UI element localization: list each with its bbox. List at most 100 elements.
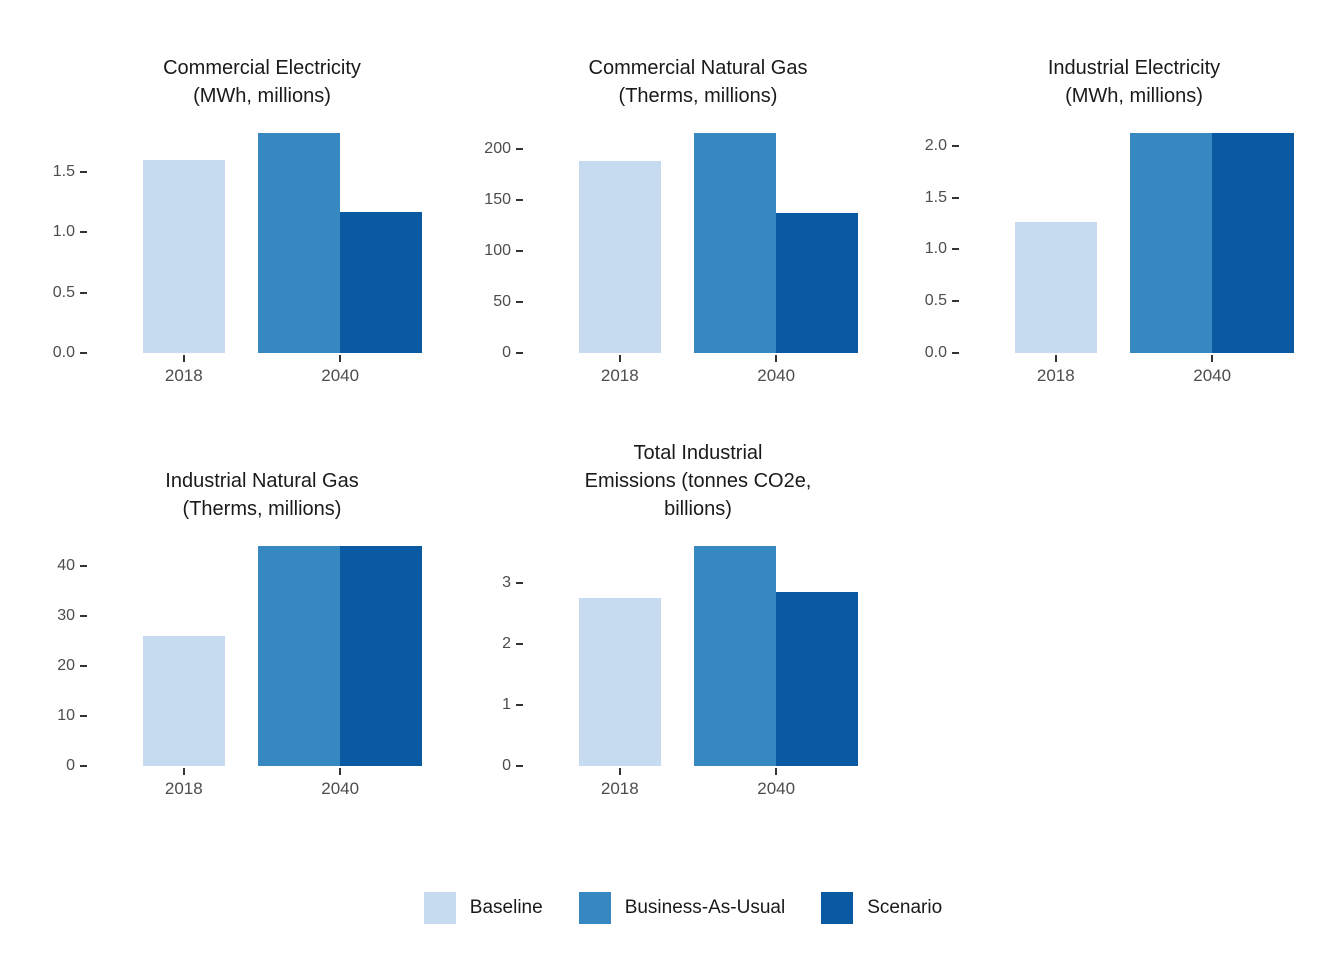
y-tick-label: 20 bbox=[57, 657, 75, 674]
y-axis: 0 50 100 150 200 bbox=[458, 122, 526, 361]
facet-title-line: Total Industrial bbox=[633, 442, 763, 464]
x-axis: 2018 2040 bbox=[526, 353, 870, 397]
y-tick-label: 100 bbox=[484, 241, 511, 259]
facet-title: Commercial Electricity (MWh, millions) bbox=[90, 28, 434, 110]
y-tick bbox=[80, 565, 87, 567]
bar-business-as-usual-2040 bbox=[694, 133, 777, 353]
bar-business-as-usual-2040 bbox=[1130, 133, 1213, 353]
y-tick bbox=[516, 765, 523, 767]
bar-scenario-2040 bbox=[1212, 133, 1295, 353]
facet-title-line: billions) bbox=[664, 498, 732, 520]
bar-scenario-2040 bbox=[776, 212, 859, 353]
y-tick bbox=[516, 703, 523, 706]
plot-area bbox=[90, 535, 434, 766]
x-axis: 2018 2040 bbox=[90, 353, 434, 397]
y-tick bbox=[952, 144, 959, 147]
y-tick bbox=[80, 170, 87, 173]
y-axis: 0 1 2 3 bbox=[458, 535, 526, 774]
plot-area bbox=[962, 122, 1306, 353]
chart-row: 0.0 0.5 1.0 1.5 2.0 bbox=[894, 122, 1330, 361]
y-tick-label: 40 bbox=[57, 557, 75, 574]
y-axis: 0.0 0.5 1.0 1.5 bbox=[22, 122, 90, 361]
y-tick-label: 10 bbox=[57, 707, 75, 724]
legend-item-baseline: Baseline bbox=[423, 892, 543, 924]
x-tick-label: 2040 bbox=[1193, 366, 1232, 385]
bar-scenario-2040 bbox=[776, 591, 859, 766]
y-tick bbox=[516, 642, 523, 645]
chart-row: 0 1 2 3 bbox=[458, 535, 894, 774]
plot-area bbox=[526, 535, 870, 766]
facet-title-line: Commercial Natural Gas bbox=[588, 57, 808, 79]
bar-baseline-2018 bbox=[578, 597, 661, 766]
facet-total-industrial-emissions: Total Industrial Emissions (tonnes CO2e, b… bbox=[458, 423, 894, 810]
plot-area bbox=[90, 122, 434, 353]
y-tick-label: 1.0 bbox=[52, 223, 75, 241]
y-tick bbox=[516, 581, 523, 584]
bar-baseline-2018 bbox=[578, 160, 661, 353]
x-tick bbox=[182, 768, 185, 775]
y-tick-label: 1.0 bbox=[924, 240, 947, 258]
legend-item-business-as-usual: Business-As-Usual bbox=[578, 892, 786, 924]
facet-title: Industrial Electricity (MWh, millions) bbox=[962, 28, 1306, 110]
facet-commercial-natural-gas: Commercial Natural Gas (Therms, millions)… bbox=[458, 28, 894, 397]
x-tick bbox=[775, 355, 778, 362]
bar-scenario-2040 bbox=[340, 211, 423, 353]
y-tick bbox=[516, 300, 523, 303]
legend-label-scenario: Scenario bbox=[867, 897, 943, 918]
facet-title-line: Industrial Electricity bbox=[1047, 57, 1221, 79]
y-axis: 0 10 20 30 40 bbox=[22, 535, 90, 774]
y-tick bbox=[80, 291, 87, 294]
x-tick bbox=[618, 768, 621, 775]
x-tick-label: 2040 bbox=[757, 779, 796, 798]
y-tick-label: 50 bbox=[493, 292, 511, 310]
facet-industrial-natural-gas: Industrial Natural Gas (Therms, millions)… bbox=[22, 423, 458, 810]
y-tick bbox=[952, 248, 959, 251]
y-tick-label: 2.0 bbox=[924, 136, 947, 154]
y-axis: 0.0 0.5 1.0 1.5 2.0 bbox=[894, 122, 962, 361]
bar-baseline-2018 bbox=[142, 159, 225, 353]
bar-baseline-2018 bbox=[142, 636, 225, 766]
x-tick-label: 2040 bbox=[757, 366, 796, 385]
x-axis: 2018 2040 bbox=[526, 766, 870, 810]
y-tick-label: 0.0 bbox=[52, 344, 75, 361]
x-tick bbox=[618, 355, 621, 362]
y-tick bbox=[80, 231, 87, 234]
x-tick bbox=[182, 355, 185, 362]
y-tick-label: 200 bbox=[484, 139, 511, 157]
empty-facet-cell bbox=[894, 423, 1330, 810]
legend-label-business-as-usual: Business-As-Usual bbox=[624, 897, 786, 918]
x-tick-label: 2040 bbox=[321, 779, 360, 798]
x-tick bbox=[1054, 355, 1057, 362]
y-tick-label: 3 bbox=[502, 573, 511, 591]
plot-area bbox=[526, 122, 870, 353]
y-tick-label: 0 bbox=[502, 757, 511, 774]
facet-title-line: (Therms, millions) bbox=[182, 498, 342, 520]
y-tick-label: 150 bbox=[484, 190, 511, 208]
legend-label-baseline: Baseline bbox=[469, 897, 543, 918]
facet-title-line: (MWh, millions) bbox=[1065, 85, 1203, 107]
y-tick bbox=[80, 765, 87, 767]
y-tick bbox=[952, 352, 959, 354]
y-tick-label: 0.5 bbox=[924, 292, 947, 310]
facet-title: Total Industrial Emissions (tonnes CO2e, b… bbox=[526, 423, 870, 523]
y-tick-label: 30 bbox=[57, 607, 75, 624]
y-tick-label: 0 bbox=[502, 344, 511, 361]
y-tick bbox=[516, 198, 523, 201]
x-tick-label: 2018 bbox=[1036, 366, 1075, 385]
x-tick-label: 2018 bbox=[600, 366, 639, 385]
y-tick bbox=[516, 352, 523, 354]
legend-item-scenario: Scenario bbox=[821, 892, 942, 924]
legend-swatch-scenario bbox=[821, 892, 854, 924]
y-tick-label: 1 bbox=[502, 695, 511, 713]
y-tick bbox=[516, 147, 523, 150]
x-tick-label: 2018 bbox=[164, 779, 203, 798]
legend-swatch-baseline bbox=[423, 892, 456, 924]
x-tick bbox=[339, 355, 342, 362]
chart-row: 0.0 0.5 1.0 1.5 bbox=[22, 122, 458, 361]
y-tick-label: 2 bbox=[502, 634, 511, 652]
y-tick-label: 1.5 bbox=[924, 188, 947, 206]
facet-commercial-electricity: Commercial Electricity (MWh, millions) 0.… bbox=[22, 28, 458, 397]
x-tick-label: 2018 bbox=[600, 779, 639, 798]
facet-title-line: Industrial Natural Gas bbox=[165, 470, 359, 492]
y-tick bbox=[952, 196, 959, 199]
